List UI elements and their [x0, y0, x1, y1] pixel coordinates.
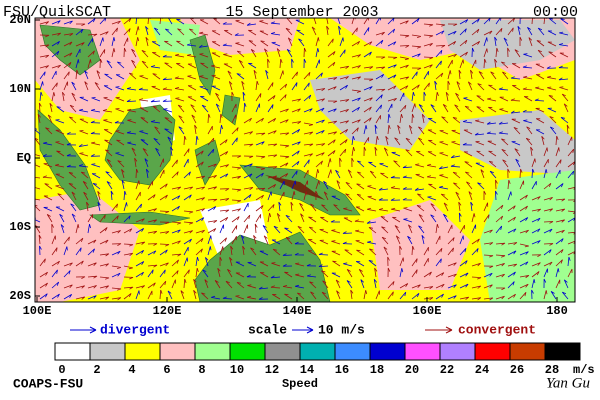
lat-label: EQ: [17, 151, 31, 165]
colorbar-swatch: [334, 342, 371, 361]
colorbar-label: 4: [128, 363, 135, 377]
colorbar-swatch: [54, 342, 91, 361]
colorbar-swatch: [404, 342, 441, 361]
convergent-arrow-head: [445, 326, 453, 334]
colorbar-swatch: [89, 342, 126, 361]
lat-label: 20N: [9, 13, 31, 27]
convergent-vectors: [35, 18, 575, 301]
colorbar-label: 14: [300, 363, 314, 377]
lon-label: 140E: [283, 304, 312, 318]
colorbar-label: 12: [265, 363, 279, 377]
wind-map: [35, 18, 575, 302]
colorbar-label: 26: [510, 363, 524, 377]
colorbar-label: 8: [198, 363, 205, 377]
colorbar-label: 2: [93, 363, 100, 377]
colorbar-swatch: [194, 342, 231, 361]
colorbar-label: 0: [58, 363, 65, 377]
scale-value: 10 m/s: [318, 322, 365, 337]
colorbar-swatch: [159, 342, 196, 361]
lat-label: 20S: [9, 289, 31, 303]
lon-labels: 100E 120E 140E 160E 180: [23, 297, 568, 318]
divergent-arrow-head: [89, 326, 97, 334]
colorbar-swatch: [544, 342, 581, 361]
colorbar-swatch: [124, 342, 161, 361]
colorbar-label: 18: [370, 363, 384, 377]
lat-label: 10N: [9, 82, 31, 96]
colorbar-label: 16: [335, 363, 349, 377]
author: Yan Gu: [546, 375, 590, 391]
lon-label: 160E: [413, 304, 442, 318]
source: FSU/QuikSCAT: [3, 4, 111, 21]
scale-label: scale: [248, 322, 287, 337]
colorbar-label: 28: [545, 363, 559, 377]
credit: COAPS-FSU: [13, 376, 83, 391]
lon-label: 180: [546, 304, 568, 318]
map-frame: [34, 17, 576, 303]
colorbar-swatch: [264, 342, 301, 361]
lon-label: 100E: [23, 304, 52, 318]
colorbar-label: 6: [163, 363, 170, 377]
lat-labels: 20N 10N EQ 10S 20S: [9, 13, 40, 303]
colorbar-swatch: [439, 342, 476, 361]
colorbar-label: 22: [440, 363, 454, 377]
divergent-vectors: [35, 18, 575, 300]
wind-vectors: [35, 18, 575, 301]
colorbar: 0 2 4 6 8 10 12 14 16 18 20 22 24 26 28 m/s: [54, 342, 595, 377]
colorbar-swatch: [369, 342, 406, 361]
divergent-label: divergent: [100, 322, 170, 337]
colorbar-label: 24: [475, 363, 489, 377]
convergent-label: convergent: [458, 322, 536, 337]
scale-arrow-head: [306, 326, 314, 334]
colorbar-title: Speed: [282, 377, 318, 391]
colorbar-label: 10: [230, 363, 244, 377]
colorbar-label: 20: [405, 363, 419, 377]
colorbar-swatch: [229, 342, 266, 361]
colorbar-unit: m/s: [573, 363, 595, 377]
time: 00:00: [533, 4, 578, 21]
colorbar-swatch: [474, 342, 511, 361]
lon-label: 120E: [153, 304, 182, 318]
lat-label: 10S: [9, 220, 31, 234]
date: 15 September 2003: [225, 4, 378, 21]
colorbar-swatch: [509, 342, 546, 361]
colorbar-swatch: [299, 342, 336, 361]
